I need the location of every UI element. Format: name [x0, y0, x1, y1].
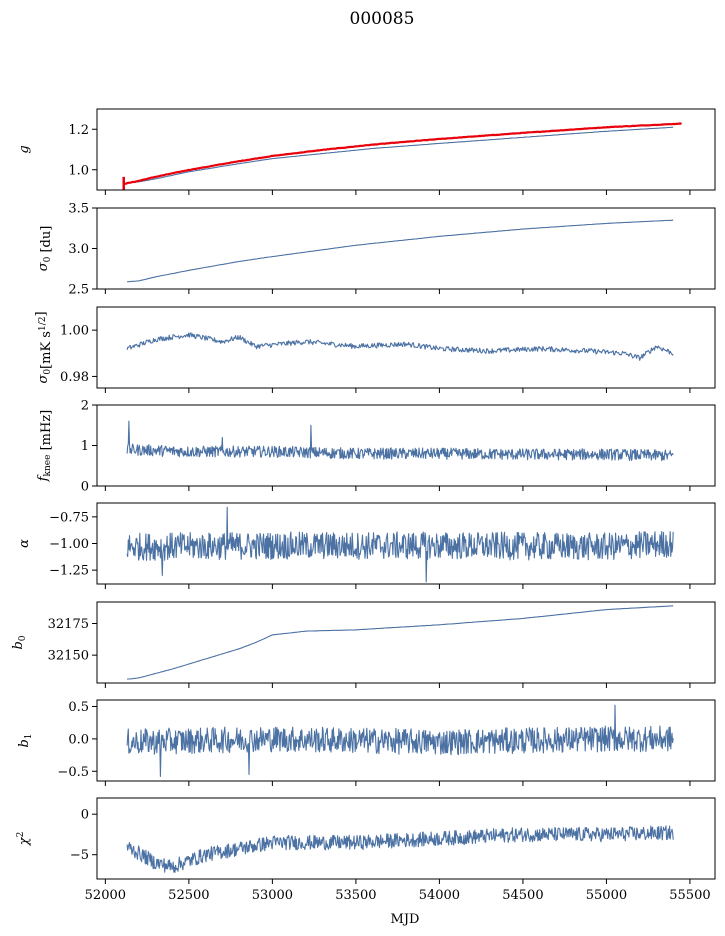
panel-b0: 32150 32175 b0: [11, 601, 716, 688]
series-line: [127, 605, 674, 680]
axes-frame: [96, 601, 716, 684]
fit-line: [123, 122, 682, 186]
panel-fknee: 0 1 2 fknee [mHz]: [36, 399, 716, 495]
panel-alpha: −0.75 −1.00 −1.25 α: [17, 502, 716, 589]
series-line: [126, 332, 674, 361]
series-line: [126, 420, 674, 462]
axes-frame: [96, 797, 716, 880]
axes-frame: [96, 699, 716, 782]
figure-title: 000085: [350, 9, 415, 29]
y-tick-label: 2: [81, 399, 89, 414]
y-axis-label: σ0 [du]: [36, 226, 54, 272]
plot-area: [122, 122, 682, 190]
axes-frame: [96, 207, 716, 290]
y-axis-label: fknee [mHz]: [36, 410, 54, 483]
panel-chi2: 52000 52500 53000 53500 54000 54500 55000 55500…: [16, 797, 716, 903]
x-tick-label: 52500: [168, 888, 209, 903]
y-tick-label: 32150: [48, 649, 89, 664]
y-tick-label: 32175: [48, 617, 89, 632]
plot-area: [126, 825, 674, 873]
y-tick-label: 0.98: [60, 370, 89, 385]
y-axis-label: σ0[mK s1/2]: [34, 311, 54, 383]
panel-b1: 0.5 0.0 −0.5 b1: [17, 699, 716, 786]
panels: 1.0 1.2 g 2.5 3.0 3.5 σ0 [du] 0.98 1.00 σ0[mK s1/…: [11, 108, 716, 903]
y-tick-label: 1: [81, 439, 89, 454]
series-line: [127, 126, 674, 184]
x-axis-label: MJD: [391, 912, 420, 927]
x-tick-label: 53000: [252, 888, 293, 903]
axes-frame: [96, 306, 716, 389]
y-tick-label: 2.5: [68, 283, 89, 298]
y-tick-label: 1.2: [68, 123, 89, 138]
x-tick-label: 55000: [586, 888, 627, 903]
y-tick-label: −1.00: [49, 537, 89, 552]
series-line: [126, 825, 674, 873]
series-line: [126, 506, 674, 583]
series-line: [127, 219, 674, 283]
y-axis-label: α: [17, 539, 32, 548]
plot-area: [126, 420, 674, 462]
plot-area: [126, 332, 674, 361]
x-tick-label: 53500: [335, 888, 376, 903]
y-axis-label: b0: [11, 635, 28, 649]
axes-frame: [96, 404, 716, 487]
y-tick-label: 3.5: [68, 202, 89, 217]
panel-sigma0_mk: 0.98 1.00 σ0[mK s1/2]: [34, 306, 716, 393]
plot-area: [127, 219, 674, 283]
y-tick-label: −0.75: [49, 510, 89, 525]
y-tick-label: 0: [81, 808, 89, 823]
panel-sigma0_du: 2.5 3.0 3.5 σ0 [du]: [36, 202, 716, 298]
y-axis-label: χ2: [16, 832, 32, 847]
y-tick-label: 0: [81, 480, 89, 495]
y-tick-label: 1.0: [68, 163, 89, 178]
plot-area: [126, 506, 674, 583]
axes-frame: [96, 108, 716, 191]
plot-area: [127, 605, 674, 680]
y-tick-label: 0.0: [68, 732, 89, 747]
y-tick-label: −1.25: [49, 564, 89, 579]
plot-area: [126, 704, 674, 778]
y-axis-label: b1: [17, 733, 34, 747]
x-tick-label: 54000: [419, 888, 460, 903]
series-line: [126, 704, 674, 778]
y-axis-label: g: [17, 145, 32, 153]
y-tick-label: −5: [70, 848, 89, 863]
y-tick-label: 0.5: [68, 700, 89, 715]
x-tick-label: 52000: [85, 888, 126, 903]
x-tick-label: 54500: [502, 888, 543, 903]
y-tick-label: −0.5: [57, 765, 89, 780]
y-tick-label: 1.00: [60, 324, 89, 339]
x-tick-label: 55500: [669, 888, 710, 903]
panel-g: 1.0 1.2 g: [17, 108, 716, 195]
y-tick-label: 3.0: [68, 242, 89, 257]
